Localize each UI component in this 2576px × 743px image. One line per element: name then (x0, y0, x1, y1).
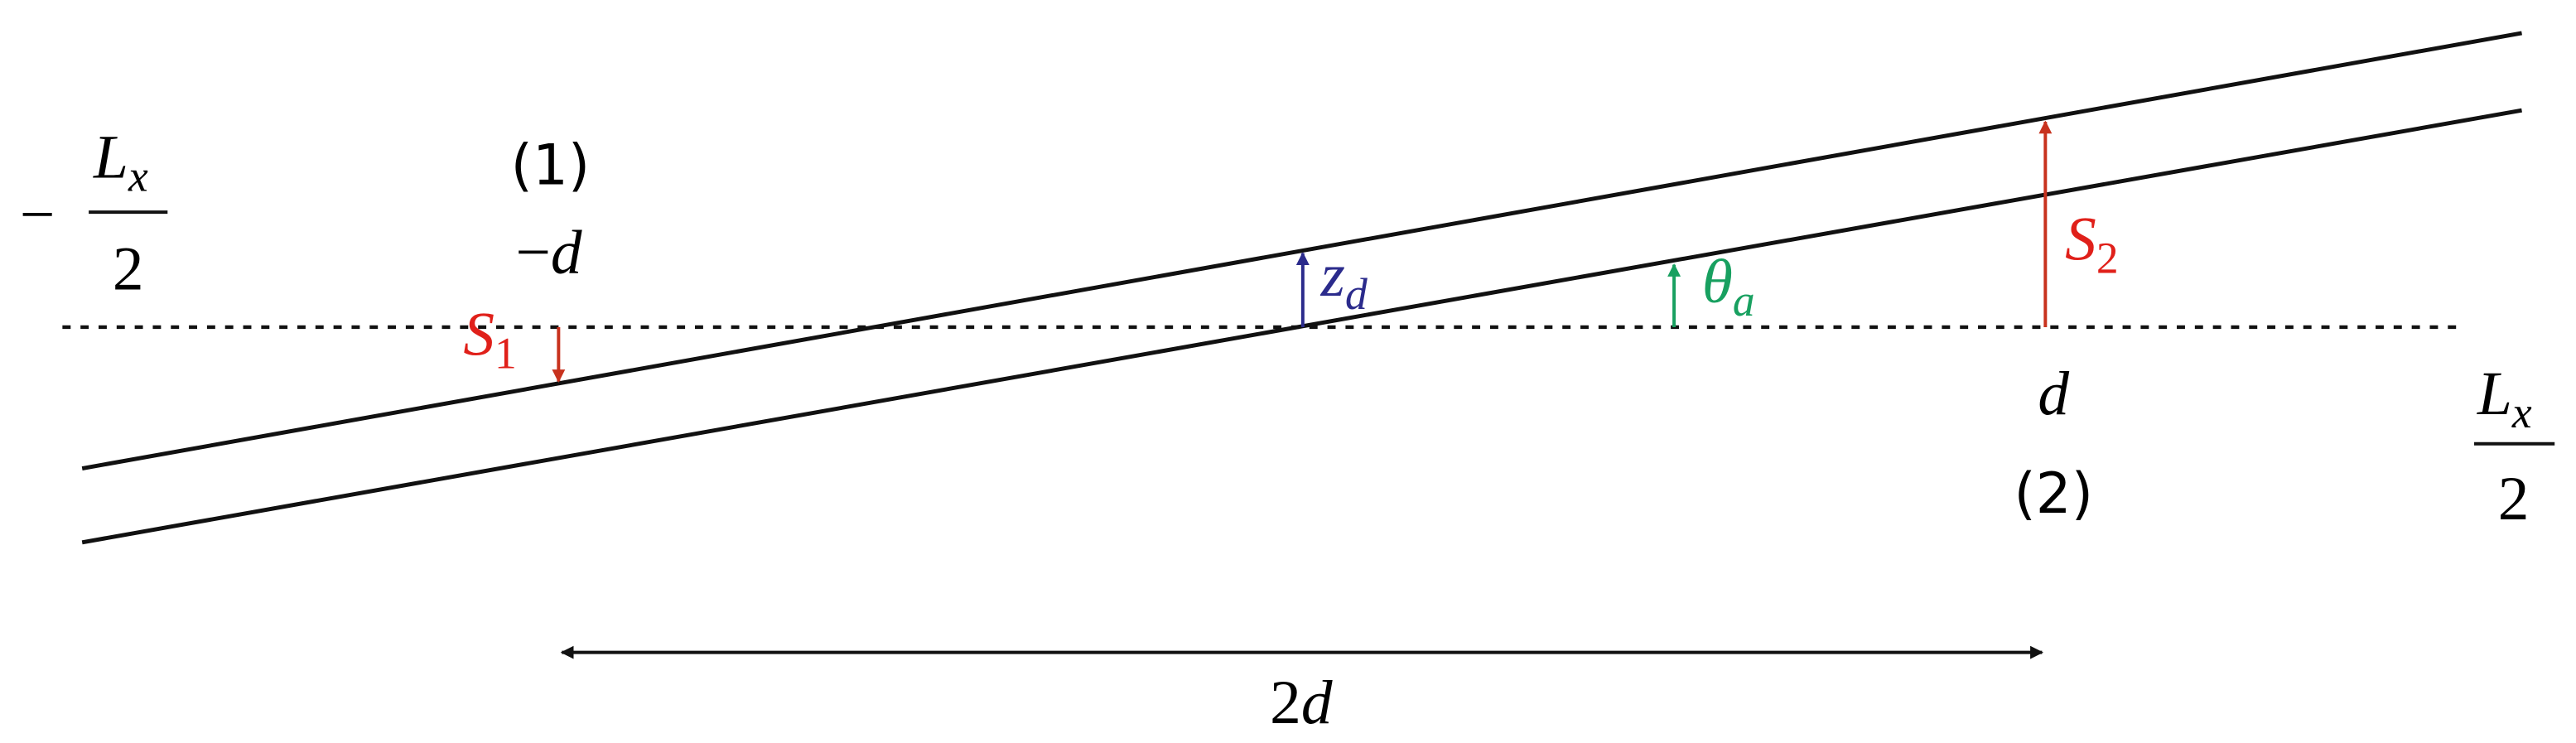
left-bound-denominator: 2 (113, 234, 144, 303)
numerator-base: L (93, 123, 128, 191)
point-2-label: (2) (2014, 461, 2094, 526)
sign: − (515, 218, 551, 287)
base: θ (1702, 248, 1733, 316)
numerator-sub: x (2511, 388, 2532, 437)
var: d (551, 218, 582, 287)
zd-label: zd (1320, 241, 1368, 319)
sub: 2 (2096, 233, 2119, 282)
coef: 2 (1270, 668, 1301, 737)
numerator-base: L (2477, 359, 2512, 428)
sub: 1 (494, 329, 517, 379)
base: S (463, 301, 494, 369)
right-bound-numerator: Lx (2477, 359, 2532, 437)
sub: d (1345, 269, 1368, 319)
span-label: 2d (1270, 668, 1333, 737)
upper-surface (81, 31, 2522, 470)
left-bound-numerator: Lx (93, 123, 148, 200)
left-bound-sign: − (20, 181, 55, 249)
d-label: d (2038, 359, 2069, 428)
var: d (1301, 668, 1333, 737)
base: S (2065, 205, 2096, 274)
s2-label: S2 (2065, 205, 2118, 283)
right-bound-denominator: 2 (2498, 465, 2530, 533)
numerator-sub: x (128, 151, 148, 200)
theta-label: θa (1702, 248, 1755, 326)
s1-label: S1 (463, 301, 516, 379)
base: z (1320, 241, 1345, 310)
point-1-label: (1) (511, 132, 591, 197)
sub: a (1733, 276, 1755, 326)
neg-d-label: −d (515, 218, 582, 287)
